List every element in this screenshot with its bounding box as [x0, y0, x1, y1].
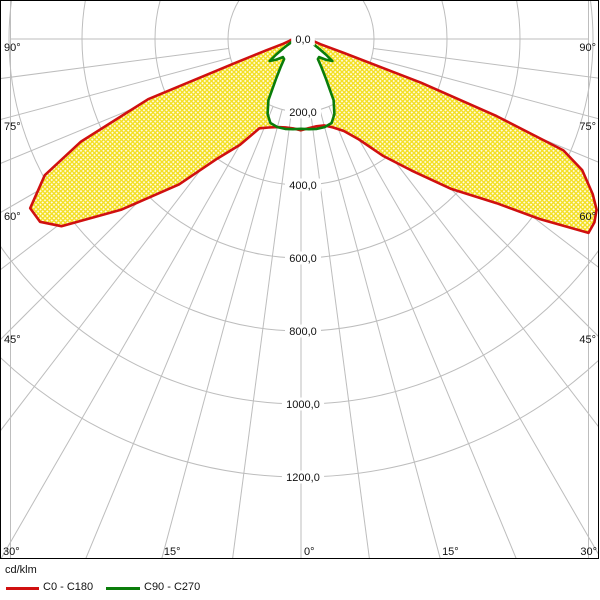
unit-label: cd/klm — [5, 564, 37, 576]
grid-radial — [373, 48, 599, 79]
radial-tick-label: 600,0 — [289, 253, 317, 265]
radial-tick-bg — [281, 470, 325, 484]
radial-tick-bg — [285, 251, 321, 265]
angle-label-right: 60° — [579, 211, 596, 223]
grid-radial — [0, 57, 231, 121]
polar-chart: 0,0 200,0 400,0 600,0 800,0 1000,0 1200,0 90° 90… — [0, 0, 600, 560]
radial-tick-bg — [285, 105, 321, 119]
radial-tick-label: 800,0 — [289, 326, 317, 338]
angle-label-right: 45° — [579, 334, 596, 346]
radial-tick-bg — [281, 397, 325, 411]
radial-tick-label: 1200,0 — [286, 472, 320, 484]
angle-label-left: 75° — [4, 121, 21, 133]
angle-label-right: 15° — [442, 546, 459, 558]
angle-label-left: 45° — [4, 334, 21, 346]
grid-radial — [0, 101, 265, 559]
curve-c0-c180 — [28, 37, 598, 235]
legend-label-c0-c180: C0 - C180 — [43, 581, 94, 593]
legend-swatch-c0-c180 — [6, 587, 39, 590]
chart-frame — [0, 0, 599, 559]
grid-radial — [328, 106, 517, 559]
angle-label-right: 90° — [579, 42, 596, 54]
radial-tick-label: 0,0 — [295, 34, 310, 46]
angle-label-left: 15° — [164, 546, 181, 558]
curve-c90-c270 — [266, 37, 336, 131]
grid-radial — [371, 57, 599, 120]
radial-tick-label: 400,0 — [289, 180, 317, 192]
grid-radial — [310, 111, 370, 559]
grid-radial — [85, 106, 274, 559]
radial-tick-label: 200,0 — [289, 107, 317, 119]
grid-radial — [319, 109, 441, 559]
grid-radial — [161, 109, 283, 559]
angle-label-center: 0° — [304, 546, 315, 558]
legend-swatch-c90-c270 — [106, 587, 140, 590]
angle-label-left: 60° — [4, 211, 21, 223]
angle-label-left: 90° — [4, 42, 21, 54]
angle-label-right: 75° — [579, 121, 596, 133]
grid-radial — [0, 48, 229, 80]
grid-radial — [345, 96, 599, 428]
hatch-fill-region — [30, 39, 597, 233]
radial-tick-bg — [285, 324, 321, 338]
grid-radial — [232, 111, 292, 559]
legend-label-c90-c270: C90 - C270 — [144, 581, 201, 593]
grid-radial — [337, 101, 599, 556]
radial-tick-bg — [291, 32, 315, 46]
angle-label-left: 30° — [3, 546, 20, 558]
angle-label-right: 30° — [580, 546, 597, 558]
radial-tick-label: 1000,0 — [286, 399, 320, 411]
radial-tick-bg — [285, 178, 321, 192]
